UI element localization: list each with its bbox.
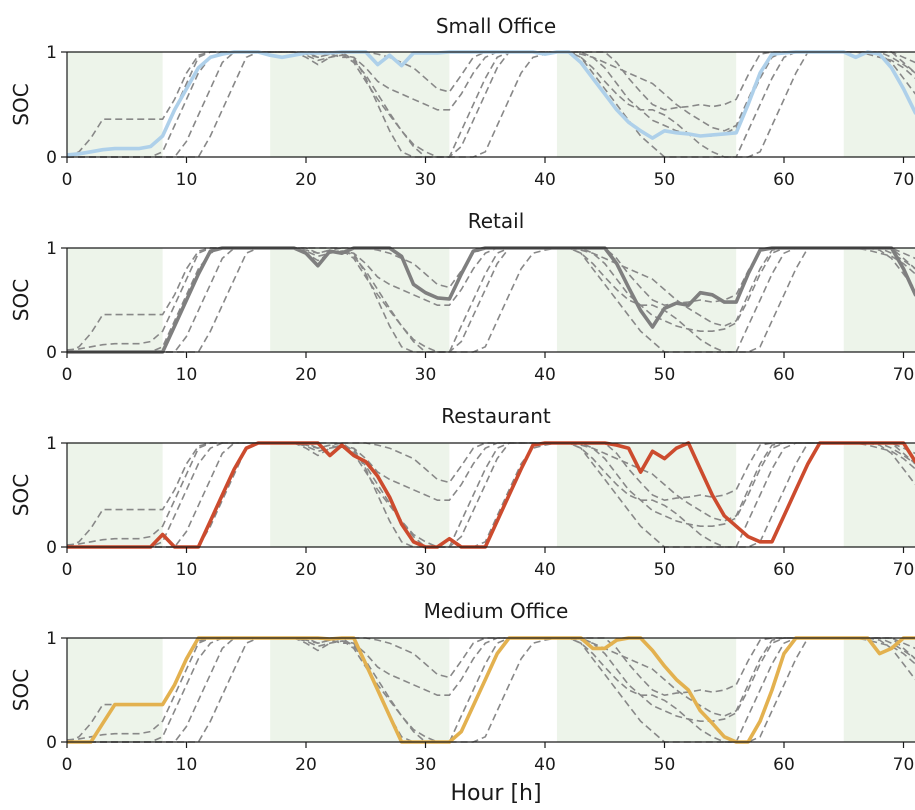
plot-area xyxy=(67,636,915,744)
y-tick-label: 1 xyxy=(46,434,57,454)
shaded-interval xyxy=(270,248,450,352)
other-building-line xyxy=(67,442,915,548)
x-axis-label: Hour [h] xyxy=(450,781,541,806)
y-tick-label: 1 xyxy=(46,629,57,649)
x-tick-label: 20 xyxy=(295,365,317,385)
y-tick-label: 0 xyxy=(46,148,57,168)
x-tick-label: 20 xyxy=(295,560,317,580)
x-tick-label: 10 xyxy=(176,365,198,385)
panel-medium-office: 0 10 20 30 40 50 60 70 0 1 SOC Medium Office xyxy=(9,599,915,775)
x-tick-label: 30 xyxy=(415,365,437,385)
other-building-line xyxy=(67,637,915,743)
panel-restaurant: 0 10 20 30 40 50 60 70 0 1 SOC Restaurant xyxy=(9,404,915,580)
plot-area xyxy=(67,50,915,158)
other-building-line xyxy=(67,247,915,353)
x-tick-label: 40 xyxy=(534,755,556,775)
x-tick-label: 0 xyxy=(62,560,73,580)
x-tick-label: 60 xyxy=(773,560,795,580)
x-tick-label: 10 xyxy=(176,560,198,580)
x-tick-label: 0 xyxy=(62,170,73,190)
x-tick-label: 40 xyxy=(534,365,556,385)
chart-title: Restaurant xyxy=(441,404,551,428)
x-tick-label: 20 xyxy=(295,170,317,190)
x-tick-label: 10 xyxy=(176,755,198,775)
other-building-line xyxy=(67,442,915,548)
x-tick-label: 50 xyxy=(654,170,676,190)
x-tick-label: 30 xyxy=(415,170,437,190)
y-tick-label: 0 xyxy=(46,733,57,753)
y-tick-label: 1 xyxy=(46,239,57,259)
shaded-interval xyxy=(67,52,163,157)
y-axis-label: SOC xyxy=(9,83,33,125)
x-tick-label: 40 xyxy=(534,170,556,190)
shaded-interval xyxy=(270,52,450,157)
shaded-interval xyxy=(67,248,163,352)
other-building-line xyxy=(67,51,915,158)
chart-title: Retail xyxy=(468,209,525,233)
x-tick-label: 40 xyxy=(534,560,556,580)
other-building-line xyxy=(67,637,915,743)
plot-area xyxy=(67,441,915,549)
y-axis-label: SOC xyxy=(9,279,33,321)
x-tick-label: 10 xyxy=(176,170,198,190)
y-axis-label: SOC xyxy=(9,474,33,516)
x-tick-label: 0 xyxy=(62,365,73,385)
shaded-interval xyxy=(843,443,915,547)
other-building-line xyxy=(67,247,915,353)
shaded-interval xyxy=(270,638,450,742)
other-building-line xyxy=(67,637,915,743)
plot-area xyxy=(67,246,915,354)
x-tick-label: 50 xyxy=(654,755,676,775)
shaded-interval xyxy=(556,248,737,352)
x-tick-label: 70 xyxy=(893,365,915,385)
series-line xyxy=(67,441,915,549)
other-building-line xyxy=(67,51,915,158)
chart-title: Medium Office xyxy=(424,599,569,623)
x-tick-label: 50 xyxy=(654,365,676,385)
other-building-line xyxy=(67,637,915,743)
other-building-line xyxy=(67,51,915,158)
x-tick-label: 60 xyxy=(773,170,795,190)
x-tick-label: 50 xyxy=(654,560,676,580)
shaded-interval xyxy=(556,638,737,742)
other-building-line xyxy=(67,442,915,548)
x-tick-label: 70 xyxy=(893,170,915,190)
y-tick-label: 1 xyxy=(46,43,57,63)
x-tick-label: 0 xyxy=(62,755,73,775)
x-tick-label: 70 xyxy=(893,560,915,580)
series-line xyxy=(67,246,915,354)
x-tick-label: 60 xyxy=(773,755,795,775)
y-tick-label: 0 xyxy=(46,538,57,558)
series-line xyxy=(67,636,915,744)
x-tick-label: 70 xyxy=(893,755,915,775)
x-tick-label: 20 xyxy=(295,755,317,775)
shaded-interval xyxy=(67,443,163,547)
shaded-interval xyxy=(67,638,163,742)
y-tick-label: 0 xyxy=(46,343,57,363)
chart-title: Small Office xyxy=(436,14,556,38)
x-tick-label: 30 xyxy=(415,755,437,775)
other-building-line xyxy=(67,442,915,548)
shaded-interval xyxy=(843,52,915,157)
x-tick-label: 30 xyxy=(415,560,437,580)
y-axis-label: SOC xyxy=(9,669,33,711)
panel-small-office: 0 10 20 30 40 50 60 70 0 1 SOC Small Office xyxy=(9,14,915,190)
x-tick-label: 60 xyxy=(773,365,795,385)
other-building-line xyxy=(67,247,915,353)
panel-retail: 0 10 20 30 40 50 60 70 0 1 SOC Retail xyxy=(9,209,915,385)
other-building-line xyxy=(67,247,915,353)
